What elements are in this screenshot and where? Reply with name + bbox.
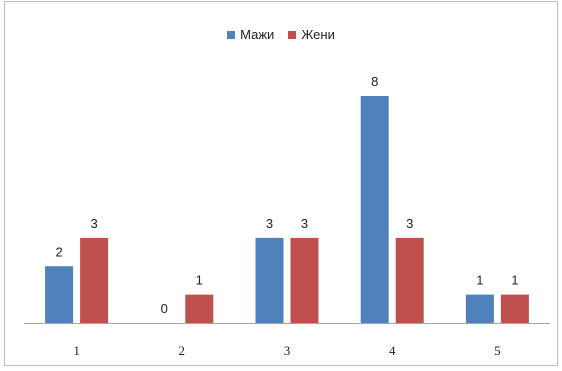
legend-swatch-series-2 <box>288 30 297 39</box>
x-tick-label-5: 5 <box>494 343 501 358</box>
legend-item-series-2: Жени <box>288 27 335 42</box>
data-label-series-1-cat-1: 2 <box>55 244 62 259</box>
x-tick-label-3: 3 <box>284 343 291 358</box>
data-label-series-1-cat-2: 0 <box>161 301 168 316</box>
legend: Мажи Жени <box>0 27 562 42</box>
data-label-series-2-cat-2: 1 <box>196 273 203 288</box>
data-label-series-1-cat-5: 1 <box>476 273 483 288</box>
bar-series-2-cat-3 <box>290 237 319 323</box>
x-tick-label-4: 4 <box>389 343 396 358</box>
legend-label-series-2: Жени <box>301 27 335 42</box>
data-label-series-2-cat-4: 3 <box>406 216 413 231</box>
data-label-series-1-cat-3: 3 <box>266 216 273 231</box>
data-label-series-1-cat-4: 8 <box>371 74 378 89</box>
legend-item-series-1: Мажи <box>227 27 274 42</box>
x-tick-label-2: 2 <box>179 343 186 358</box>
legend-label-series-1: Мажи <box>240 27 275 42</box>
bar-series-2-cat-2 <box>185 294 214 323</box>
bar-series-2-cat-4 <box>395 237 424 323</box>
data-label-series-2-cat-5: 1 <box>511 273 518 288</box>
bar-series-2-cat-5 <box>500 294 529 323</box>
data-label-series-2-cat-1: 3 <box>90 216 97 231</box>
data-label-series-2-cat-3: 3 <box>301 216 308 231</box>
bar-series-1-cat-1 <box>45 266 74 323</box>
legend-swatch-series-1 <box>227 30 236 39</box>
bar-series-1-cat-4 <box>360 96 389 323</box>
bar-series-1-cat-5 <box>465 294 494 323</box>
bar-series-1-cat-3 <box>255 237 284 323</box>
bar-series-2-cat-1 <box>80 237 109 323</box>
x-tick-label-1: 1 <box>73 343 80 358</box>
